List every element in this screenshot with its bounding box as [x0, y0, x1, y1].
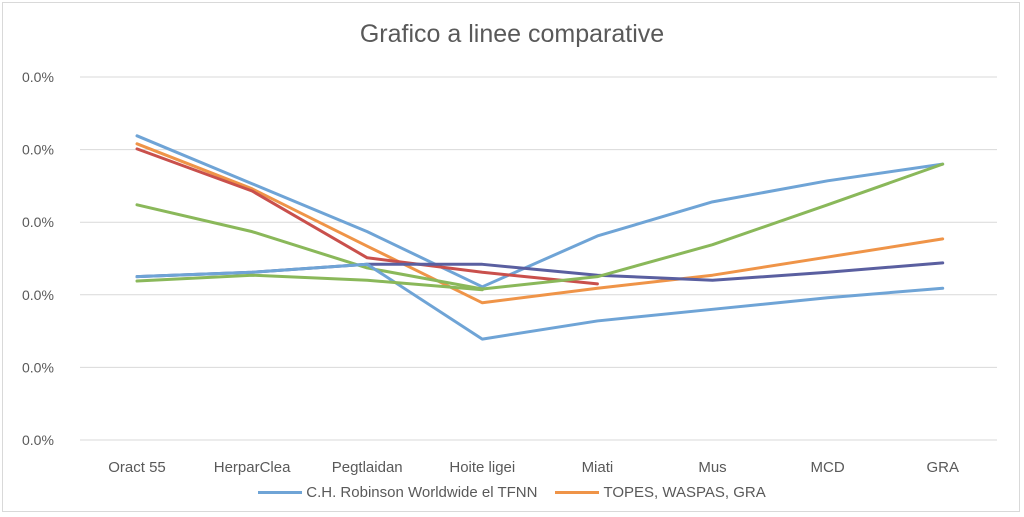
y-tick-label: 0.0%	[22, 287, 54, 303]
y-tick-label: 0.0%	[22, 69, 54, 85]
series-line-4	[135, 162, 945, 291]
series-line-0	[135, 134, 945, 289]
chart-title: Grafico a linee comparative	[359, 20, 665, 48]
y-tick-label: 0.0%	[22, 432, 54, 448]
x-tick-label: Miati	[582, 459, 614, 476]
legend-swatch	[258, 491, 303, 494]
x-tick-label: GRA	[926, 459, 959, 476]
legend-label: C.H. Robinson Worldwide el TFNN	[306, 484, 538, 501]
x-tick-label: MCD	[811, 459, 845, 476]
series-line-1	[135, 142, 945, 305]
legend-item: C.H. Robinson Worldwide el TFNN	[258, 484, 537, 501]
series-line-2	[135, 147, 599, 286]
legend: C.H. Robinson Worldwide el TFNN TOPES, WA…	[0, 484, 1024, 501]
x-tick-label: Hoite ligei	[449, 459, 515, 476]
y-tick-label: 0.0%	[22, 359, 54, 375]
x-tick-label: Pegtlaidan	[332, 459, 403, 476]
y-tick-label: 0.0%	[22, 142, 54, 158]
x-tick-label: Oract 55	[108, 459, 166, 476]
legend-swatch	[555, 491, 600, 494]
x-tick-label: Mus	[698, 459, 726, 476]
legend-item: TOPES, WASPAS, GRA	[555, 484, 766, 501]
series-line-6	[135, 273, 484, 292]
legend-label: TOPES, WASPAS, GRA	[603, 484, 766, 501]
x-tick-label: HerparClea	[214, 459, 291, 476]
y-tick-label: 0.0%	[22, 214, 54, 230]
series-line-5	[135, 262, 945, 341]
